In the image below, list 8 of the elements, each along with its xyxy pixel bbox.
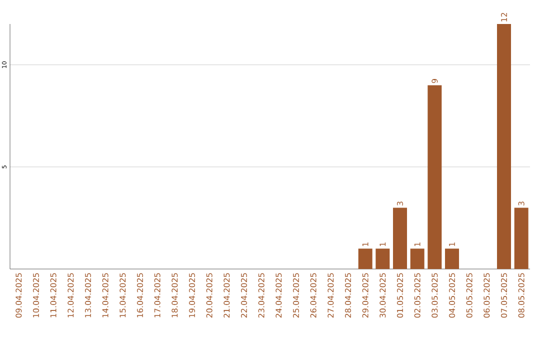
bar (393, 208, 408, 269)
bar (358, 248, 372, 269)
bar (497, 24, 512, 269)
bar (514, 208, 528, 269)
bar (428, 85, 442, 269)
bar (445, 248, 460, 269)
bar (410, 248, 424, 269)
bar (376, 248, 390, 269)
